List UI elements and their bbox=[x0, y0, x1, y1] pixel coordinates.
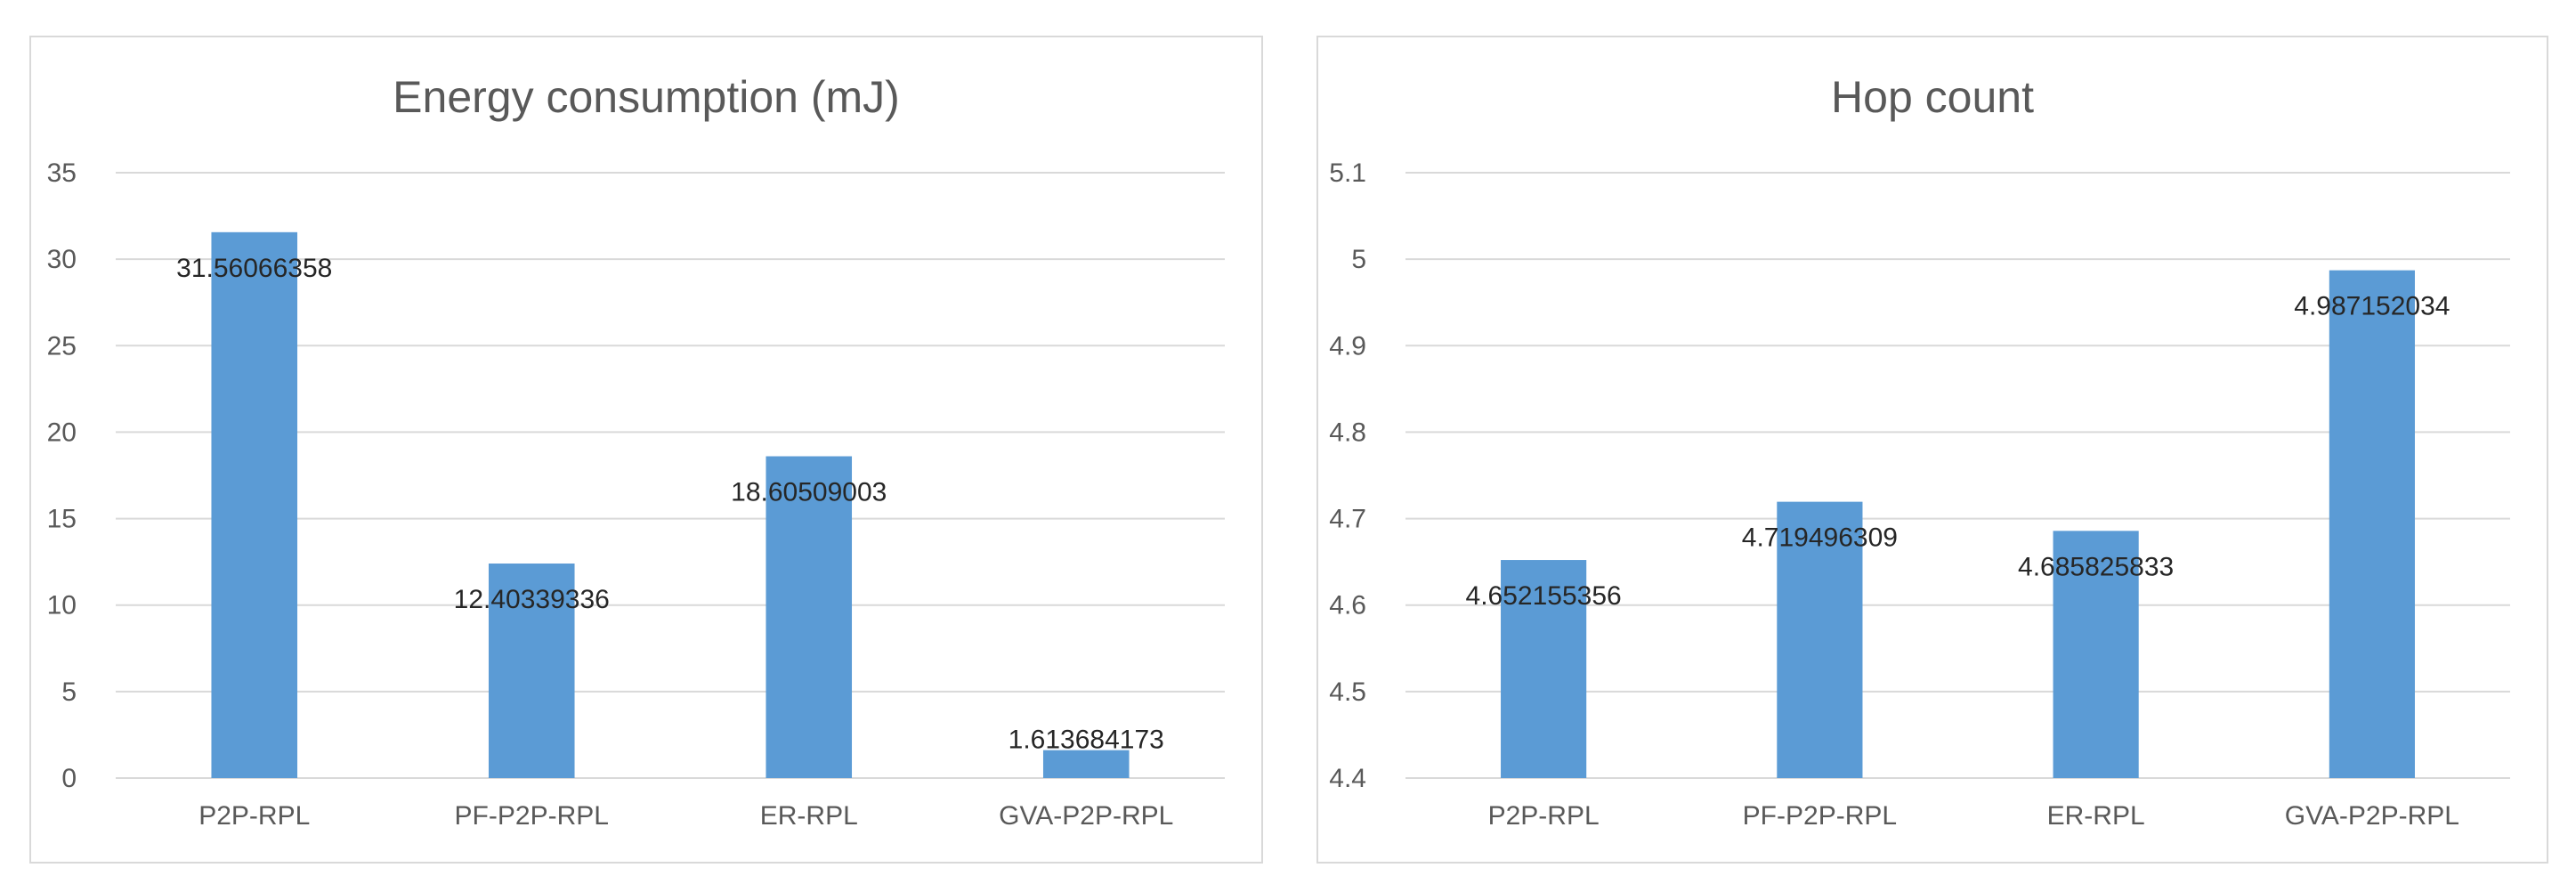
bar bbox=[766, 456, 853, 778]
energy-chart-plot: 0 5 10 15 20 25 30 35 P2P-RPL 31.56066358 PF-P2P-R… bbox=[47, 158, 1225, 831]
x-tick-label: PF-P2P-RPL bbox=[455, 801, 609, 831]
bar bbox=[488, 564, 575, 778]
y-tick-label: 4.5 bbox=[1329, 677, 1366, 707]
bar bbox=[211, 231, 298, 778]
bar bbox=[1501, 560, 1587, 778]
data-label: 4.685825833 bbox=[2018, 552, 2174, 581]
bar bbox=[2053, 531, 2139, 778]
y-tick-label: 35 bbox=[47, 158, 77, 188]
y-tick-label: 15 bbox=[47, 505, 77, 534]
data-label: 4.652155356 bbox=[1466, 581, 1622, 611]
y-tick-label: 30 bbox=[47, 245, 77, 274]
y-tick-label: 5 bbox=[61, 677, 77, 707]
x-tick-label: P2P-RPL bbox=[1488, 801, 1600, 831]
x-tick-label: ER-RPL bbox=[2047, 801, 2145, 831]
y-tick-label: 4.9 bbox=[1329, 331, 1366, 361]
x-tick-label: PF-P2P-RPL bbox=[1743, 801, 1897, 831]
x-tick-label: ER-RPL bbox=[760, 801, 858, 831]
y-tick-label: 4.4 bbox=[1329, 764, 1366, 793]
chart-title: Energy consumption (mJ) bbox=[393, 72, 900, 122]
y-tick-label: 10 bbox=[47, 591, 77, 620]
y-tick-label: 5 bbox=[1351, 245, 1366, 274]
data-label: 31.56066358 bbox=[176, 254, 332, 283]
energy-consumption-chart: Energy consumption (mJ) 0 5 10 15 20 25 30 35 P2… bbox=[29, 36, 1263, 864]
y-tick-label: 25 bbox=[47, 331, 77, 361]
data-label: 18.60509003 bbox=[731, 478, 887, 507]
y-tick-label: 4.8 bbox=[1329, 418, 1366, 447]
data-label: 12.40339336 bbox=[454, 585, 610, 614]
bar bbox=[1777, 501, 1863, 778]
y-tick-label: 4.7 bbox=[1329, 505, 1366, 534]
bar bbox=[2329, 270, 2415, 778]
data-label: 1.613684173 bbox=[1009, 726, 1164, 755]
y-tick-label: 4.6 bbox=[1329, 591, 1366, 620]
x-tick-label: GVA-P2P-RPL bbox=[999, 801, 1173, 831]
y-tick-label: 5.1 bbox=[1329, 158, 1366, 188]
bar bbox=[1042, 750, 1130, 778]
y-tick-label: 20 bbox=[47, 418, 77, 447]
x-tick-label: P2P-RPL bbox=[198, 801, 310, 831]
data-label: 4.719496309 bbox=[1742, 523, 1898, 553]
data-label: 4.987152034 bbox=[2294, 292, 2450, 321]
chart-title: Hop count bbox=[1831, 72, 2034, 122]
hop-count-chart: Hop count 4.4 4.5 4.6 4.7 4.8 4.9 5 5.1 P2P-RPL 4… bbox=[1316, 36, 2548, 864]
hop-count-chart-plot: 4.4 4.5 4.6 4.7 4.8 4.9 5 5.1 P2P-RPL 4.652155356… bbox=[1329, 158, 2510, 831]
y-tick-label: 0 bbox=[61, 764, 77, 793]
x-tick-label: GVA-P2P-RPL bbox=[2285, 801, 2459, 831]
